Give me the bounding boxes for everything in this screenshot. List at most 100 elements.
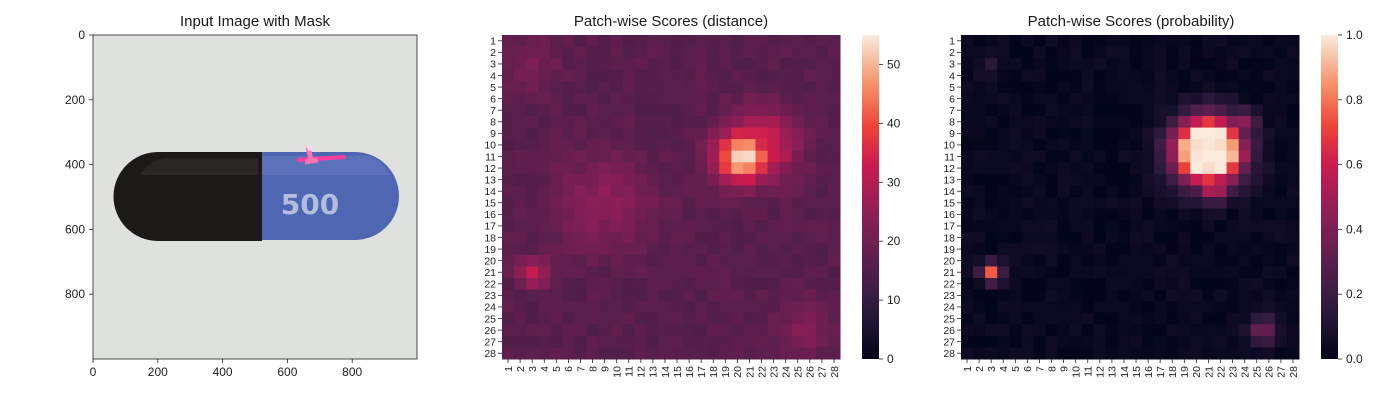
heatmap-cell — [997, 127, 1010, 140]
heatmap-cell — [1190, 231, 1203, 244]
heatmap-cell — [1081, 254, 1095, 267]
heatmap-cell — [779, 254, 793, 267]
heatmap-cell — [827, 220, 841, 233]
heatmap-cell — [767, 243, 781, 256]
heatmap-cell — [622, 335, 636, 348]
x-tick-label: 600 — [277, 365, 297, 379]
heatmap-cell — [622, 243, 636, 256]
heatmap-cell — [1238, 208, 1252, 221]
heatmap-cell — [755, 150, 769, 163]
heatmap-cell — [1081, 324, 1095, 337]
heatmap-cell — [1262, 150, 1276, 163]
heatmap-cell — [743, 104, 756, 117]
heatmap-cell — [514, 116, 527, 129]
heatmap-cell — [598, 81, 612, 94]
heatmap-cell — [961, 127, 974, 140]
heatmap-cell — [634, 58, 648, 71]
heatmap-cell — [755, 324, 769, 337]
heatmap-cell — [1178, 150, 1191, 163]
y-tick-label: 21 — [943, 267, 955, 279]
heatmap-cell — [707, 254, 720, 267]
heatmap-cell — [1021, 324, 1034, 337]
heatmap-cell — [1166, 324, 1179, 337]
y-tick-label: 22 — [943, 279, 955, 291]
heatmap-cell — [1166, 46, 1179, 59]
heatmap-cell — [1093, 139, 1107, 152]
heatmap-cell — [973, 231, 986, 244]
heatmap-cell — [671, 69, 684, 82]
heatmap-cell — [695, 35, 708, 48]
heatmap-cell — [1009, 162, 1022, 175]
heatmap-cell — [1142, 312, 1155, 325]
heatmap-cell — [997, 208, 1010, 221]
heatmap-cell — [1130, 46, 1143, 59]
heatmap-cell — [1033, 335, 1046, 348]
heatmap-cell — [1166, 312, 1179, 325]
heatmap-cell — [827, 301, 841, 314]
heatmap-cell — [598, 243, 612, 256]
heatmap-cell — [671, 335, 684, 348]
heatmap-cell — [1166, 301, 1179, 314]
heatmap-cell — [502, 243, 515, 256]
heatmap-cell — [973, 92, 986, 105]
heatmap-cell — [1202, 197, 1215, 210]
heatmap-cell — [827, 231, 841, 244]
heatmap-cell — [695, 289, 708, 302]
heatmap-cell — [610, 278, 624, 291]
heatmap-cell — [574, 335, 587, 348]
heatmap-cell — [1214, 92, 1228, 105]
heatmap-cell — [973, 81, 986, 94]
heatmap-cell — [695, 266, 708, 279]
heatmap-cell — [1178, 335, 1191, 348]
heatmap-cell — [973, 116, 986, 129]
heatmap-cell — [1009, 347, 1022, 360]
heatmap-cell — [1093, 104, 1107, 117]
heatmap-cell — [1081, 150, 1095, 163]
heatmap-cell — [1069, 173, 1083, 186]
heatmap-cell — [803, 139, 817, 152]
heatmap-cell — [827, 324, 841, 337]
heatmap-cell — [1105, 301, 1119, 314]
heatmap-cell — [1166, 289, 1179, 302]
heatmap-cell — [658, 335, 672, 348]
heatmap-cell — [598, 150, 612, 163]
heatmap-cell — [815, 243, 829, 256]
heatmap-cell — [1033, 69, 1046, 82]
heatmap-cell — [815, 35, 829, 48]
heatmap-cell — [1214, 266, 1228, 279]
heatmap-cell — [562, 254, 575, 267]
heatmap-cell — [658, 162, 672, 175]
heatmap-cell — [779, 197, 793, 210]
heatmap-cell — [1226, 81, 1240, 94]
heatmap-cell — [1081, 173, 1095, 186]
heatmap-cell — [502, 150, 515, 163]
heatmap-cell — [961, 335, 974, 348]
heatmap-cell — [755, 127, 769, 140]
heatmap-cell — [707, 35, 720, 48]
y-tick-label: 13 — [484, 174, 496, 186]
heatmap-cell — [502, 335, 515, 348]
heatmap-cell — [562, 347, 575, 360]
heatmap-cell — [550, 220, 563, 233]
heatmap-cell — [827, 81, 841, 94]
heatmap-cell — [1081, 81, 1095, 94]
heatmap-cell — [731, 301, 744, 314]
heatmap-cell — [997, 231, 1010, 244]
heatmap-cell — [1274, 116, 1288, 129]
heatmap-cell — [973, 324, 986, 337]
heatmap-cell — [1250, 254, 1264, 267]
heatmap-cell — [755, 231, 769, 244]
heatmap-cell — [827, 197, 841, 210]
heatmap-cell — [1178, 254, 1191, 267]
heatmap-cell — [695, 58, 708, 71]
x-tick-label: 20 — [732, 366, 744, 378]
heatmap-cell — [1214, 127, 1228, 140]
heatmap-cell — [562, 335, 575, 348]
heatmap-cell — [586, 208, 600, 221]
heatmap-cell — [695, 69, 708, 82]
y-tick-label: 0 — [78, 28, 85, 42]
heatmap-cell — [1202, 162, 1215, 175]
heatmap-cell — [695, 324, 708, 337]
heatmap-cell — [1190, 92, 1203, 105]
heatmap-cell — [683, 150, 696, 163]
